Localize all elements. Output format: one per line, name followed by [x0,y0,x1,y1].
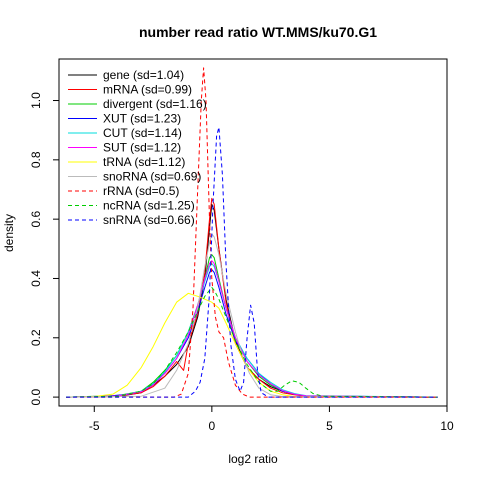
legend-label-7: snoRNA (sd=0.69) [103,170,201,184]
series-line-5 [66,260,438,398]
y-axis-label: density [2,214,16,252]
series-line-10 [66,126,438,398]
y-tick-label: 0.0 [29,388,43,405]
series-lines [66,67,438,398]
x-tick-label: -5 [89,419,100,433]
plot-frame [58,58,448,407]
y-tick-label: 0.2 [29,329,43,346]
legend-label-6: tRNA (sd=1.12) [103,155,185,169]
legend: gene (sd=1.04)mRNA (sd=0.99)divergent (s… [68,68,207,227]
y-tick-label: 0.8 [29,151,43,168]
x-axis: -5 0 5 10 [89,406,454,433]
x-tick-label: 0 [209,419,216,433]
series-line-7 [66,233,438,398]
legend-label-2: divergent (sd=1.16) [103,97,207,111]
legend-label-9: ncRNA (sd=1.25) [103,199,195,213]
series-line-8 [66,67,438,398]
x-tick-label: 10 [440,419,454,433]
legend-label-5: SUT (sd=1.12) [103,141,181,155]
series-line-2 [66,254,438,398]
series-line-4 [66,263,438,398]
legend-label-1: mRNA (sd=0.99) [103,83,192,97]
legend-label-10: snRNA (sd=0.66) [103,213,195,227]
series-line-9 [66,286,438,398]
legend-label-3: XUT (sd=1.23) [103,112,181,126]
legend-label-0: gene (sd=1.04) [103,68,184,82]
y-tick-label: 1.0 [29,92,43,109]
x-axis-label: log2 ratio [228,452,278,466]
series-line-1 [66,197,438,398]
y-tick-label: 0.6 [29,210,43,227]
chart-title: number read ratio WT.MMS/ku70.G1 [139,24,377,40]
x-tick-label: 5 [326,419,333,433]
y-axis: 0.0 0.2 0.4 0.6 0.8 1.0 [29,92,59,405]
y-tick-label: 0.4 [29,270,43,287]
legend-label-4: CUT (sd=1.14) [103,126,182,140]
series-line-6 [66,292,438,398]
legend-label-8: rRNA (sd=0.5) [103,184,179,198]
